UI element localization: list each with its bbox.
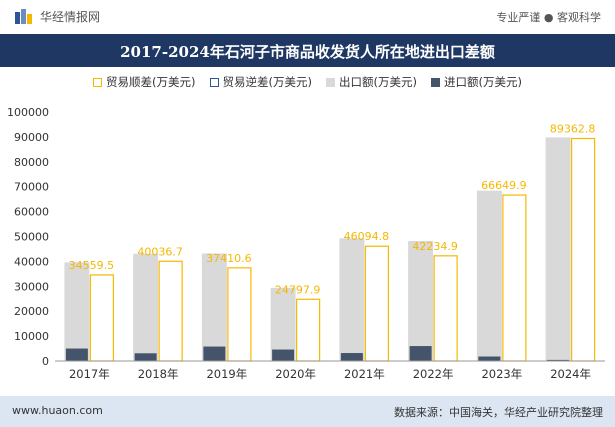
data-label-trade-surplus: 89362.8 — [550, 122, 596, 135]
footer-bar: www.huaon.com 数据来源：中国海关，华经产业研究院整理 — [0, 396, 615, 427]
data-label-trade-surplus: 46094.8 — [344, 230, 390, 243]
x-axis: 2017年 2018年 2019年 2020年 2021年 2022年 2023年 2024年 — [69, 367, 591, 381]
bar-trade-surplus — [158, 260, 183, 362]
data-label-trade-surplus: 24797.9 — [275, 283, 321, 296]
bars-layer — [64, 137, 596, 362]
top-bar: 华经情报网 专业严谨 ● 客观科学 — [0, 0, 615, 34]
bar-exports — [545, 137, 571, 361]
bar-imports — [134, 353, 157, 361]
title-bar: 2017-2024年石河子市商品收发货人所在地进出口差额 — [0, 34, 615, 67]
bar-exports — [476, 190, 502, 361]
data-labels-layer: 34559.5 40036.7 37410.6 24797.9 46094.8 42234… — [69, 122, 596, 296]
brand-logo-icon — [15, 8, 32, 24]
bar-imports — [340, 353, 363, 361]
bar-trade-surplus — [502, 194, 527, 362]
bar-trade-surplus — [571, 137, 596, 362]
x-tick-label: 2019年 — [206, 367, 247, 381]
y-tick-label: 20000 — [14, 305, 49, 318]
legend-swatch-trade-surplus — [93, 77, 103, 87]
x-tick-label: 2021年 — [344, 367, 385, 381]
legend-label-trade-surplus: 贸易顺差(万美元) — [106, 75, 196, 89]
bar-imports — [478, 356, 501, 361]
bar-exports — [270, 287, 296, 361]
footer-source: 数据来源：中国海关，华经产业研究院整理 — [394, 406, 603, 419]
y-tick-label: 70000 — [14, 181, 49, 194]
x-tick-label: 2024年 — [550, 367, 591, 381]
y-tick-label: 40000 — [14, 255, 49, 268]
bar-imports — [272, 349, 295, 361]
y-tick-label: 60000 — [14, 206, 49, 219]
bar-exports — [339, 238, 365, 361]
bar-exports — [201, 253, 227, 361]
brand: 华经情报网 — [14, 8, 100, 25]
legend-item-exports: 出口额(万美元) — [326, 74, 417, 90]
bar-exports — [408, 240, 434, 361]
data-label-trade-surplus: 66649.9 — [481, 179, 527, 192]
bar-imports — [409, 346, 432, 361]
bar-exports — [133, 253, 159, 361]
x-tick-label: 2018年 — [138, 367, 179, 381]
y-tick-label: 10000 — [14, 330, 49, 343]
legend-swatch-trade-deficit — [209, 77, 219, 87]
bar-imports — [65, 348, 88, 361]
data-label-trade-surplus: 34559.5 — [69, 259, 115, 272]
y-tick-label: 50000 — [14, 231, 49, 244]
data-label-trade-surplus: 42234.9 — [412, 240, 458, 253]
bar-trade-surplus — [364, 245, 389, 362]
bar-trade-surplus — [296, 298, 321, 362]
legend-item-trade-deficit: 贸易逆差(万美元) — [209, 74, 312, 90]
chart-title: 2017-2024年石河子市商品收发货人所在地进出口差额 — [120, 43, 495, 61]
y-tick-label: 90000 — [14, 131, 49, 144]
slogan: 专业严谨 ● 客观科学 — [496, 11, 601, 24]
x-tick-label: 2017年 — [69, 367, 110, 381]
bar-trade-surplus — [227, 267, 252, 362]
footer-url: www.huaon.com — [12, 404, 103, 417]
bar-trade-surplus — [89, 274, 114, 362]
y-tick-label: 80000 — [14, 156, 49, 169]
data-label-trade-surplus: 40036.7 — [137, 245, 183, 258]
legend-label-exports: 出口额(万美元) — [339, 75, 417, 89]
legend-label-trade-deficit: 贸易逆差(万美元) — [222, 75, 312, 89]
legend-swatch-exports — [326, 77, 335, 87]
bar-trade-surplus — [433, 255, 458, 362]
bar-imports — [203, 346, 226, 361]
legend-item-trade-surplus: 贸易顺差(万美元) — [93, 74, 196, 90]
y-axis: 0 10000 20000 30000 40000 50000 60000 70000 8000… — [7, 106, 49, 368]
legend-swatch-imports — [430, 77, 440, 87]
legend-item-imports: 进口额(万美元) — [430, 74, 522, 90]
bar-imports — [547, 359, 570, 361]
x-tick-label: 2022年 — [413, 367, 454, 381]
y-tick-label: 0 — [42, 355, 49, 368]
y-tick-label: 30000 — [14, 280, 49, 293]
chart-legend: 贸易顺差(万美元) 贸易逆差(万美元) 出口额(万美元) 进口额(万美元) — [0, 74, 615, 90]
x-tick-label: 2020年 — [275, 367, 316, 381]
brand-name: 华经情报网 — [40, 10, 101, 24]
data-label-trade-surplus: 37410.6 — [206, 252, 252, 265]
y-tick-label: 100000 — [7, 106, 49, 119]
bar-exports — [64, 262, 90, 361]
legend-label-imports: 进口额(万美元) — [443, 75, 522, 89]
x-tick-label: 2023年 — [481, 367, 522, 381]
